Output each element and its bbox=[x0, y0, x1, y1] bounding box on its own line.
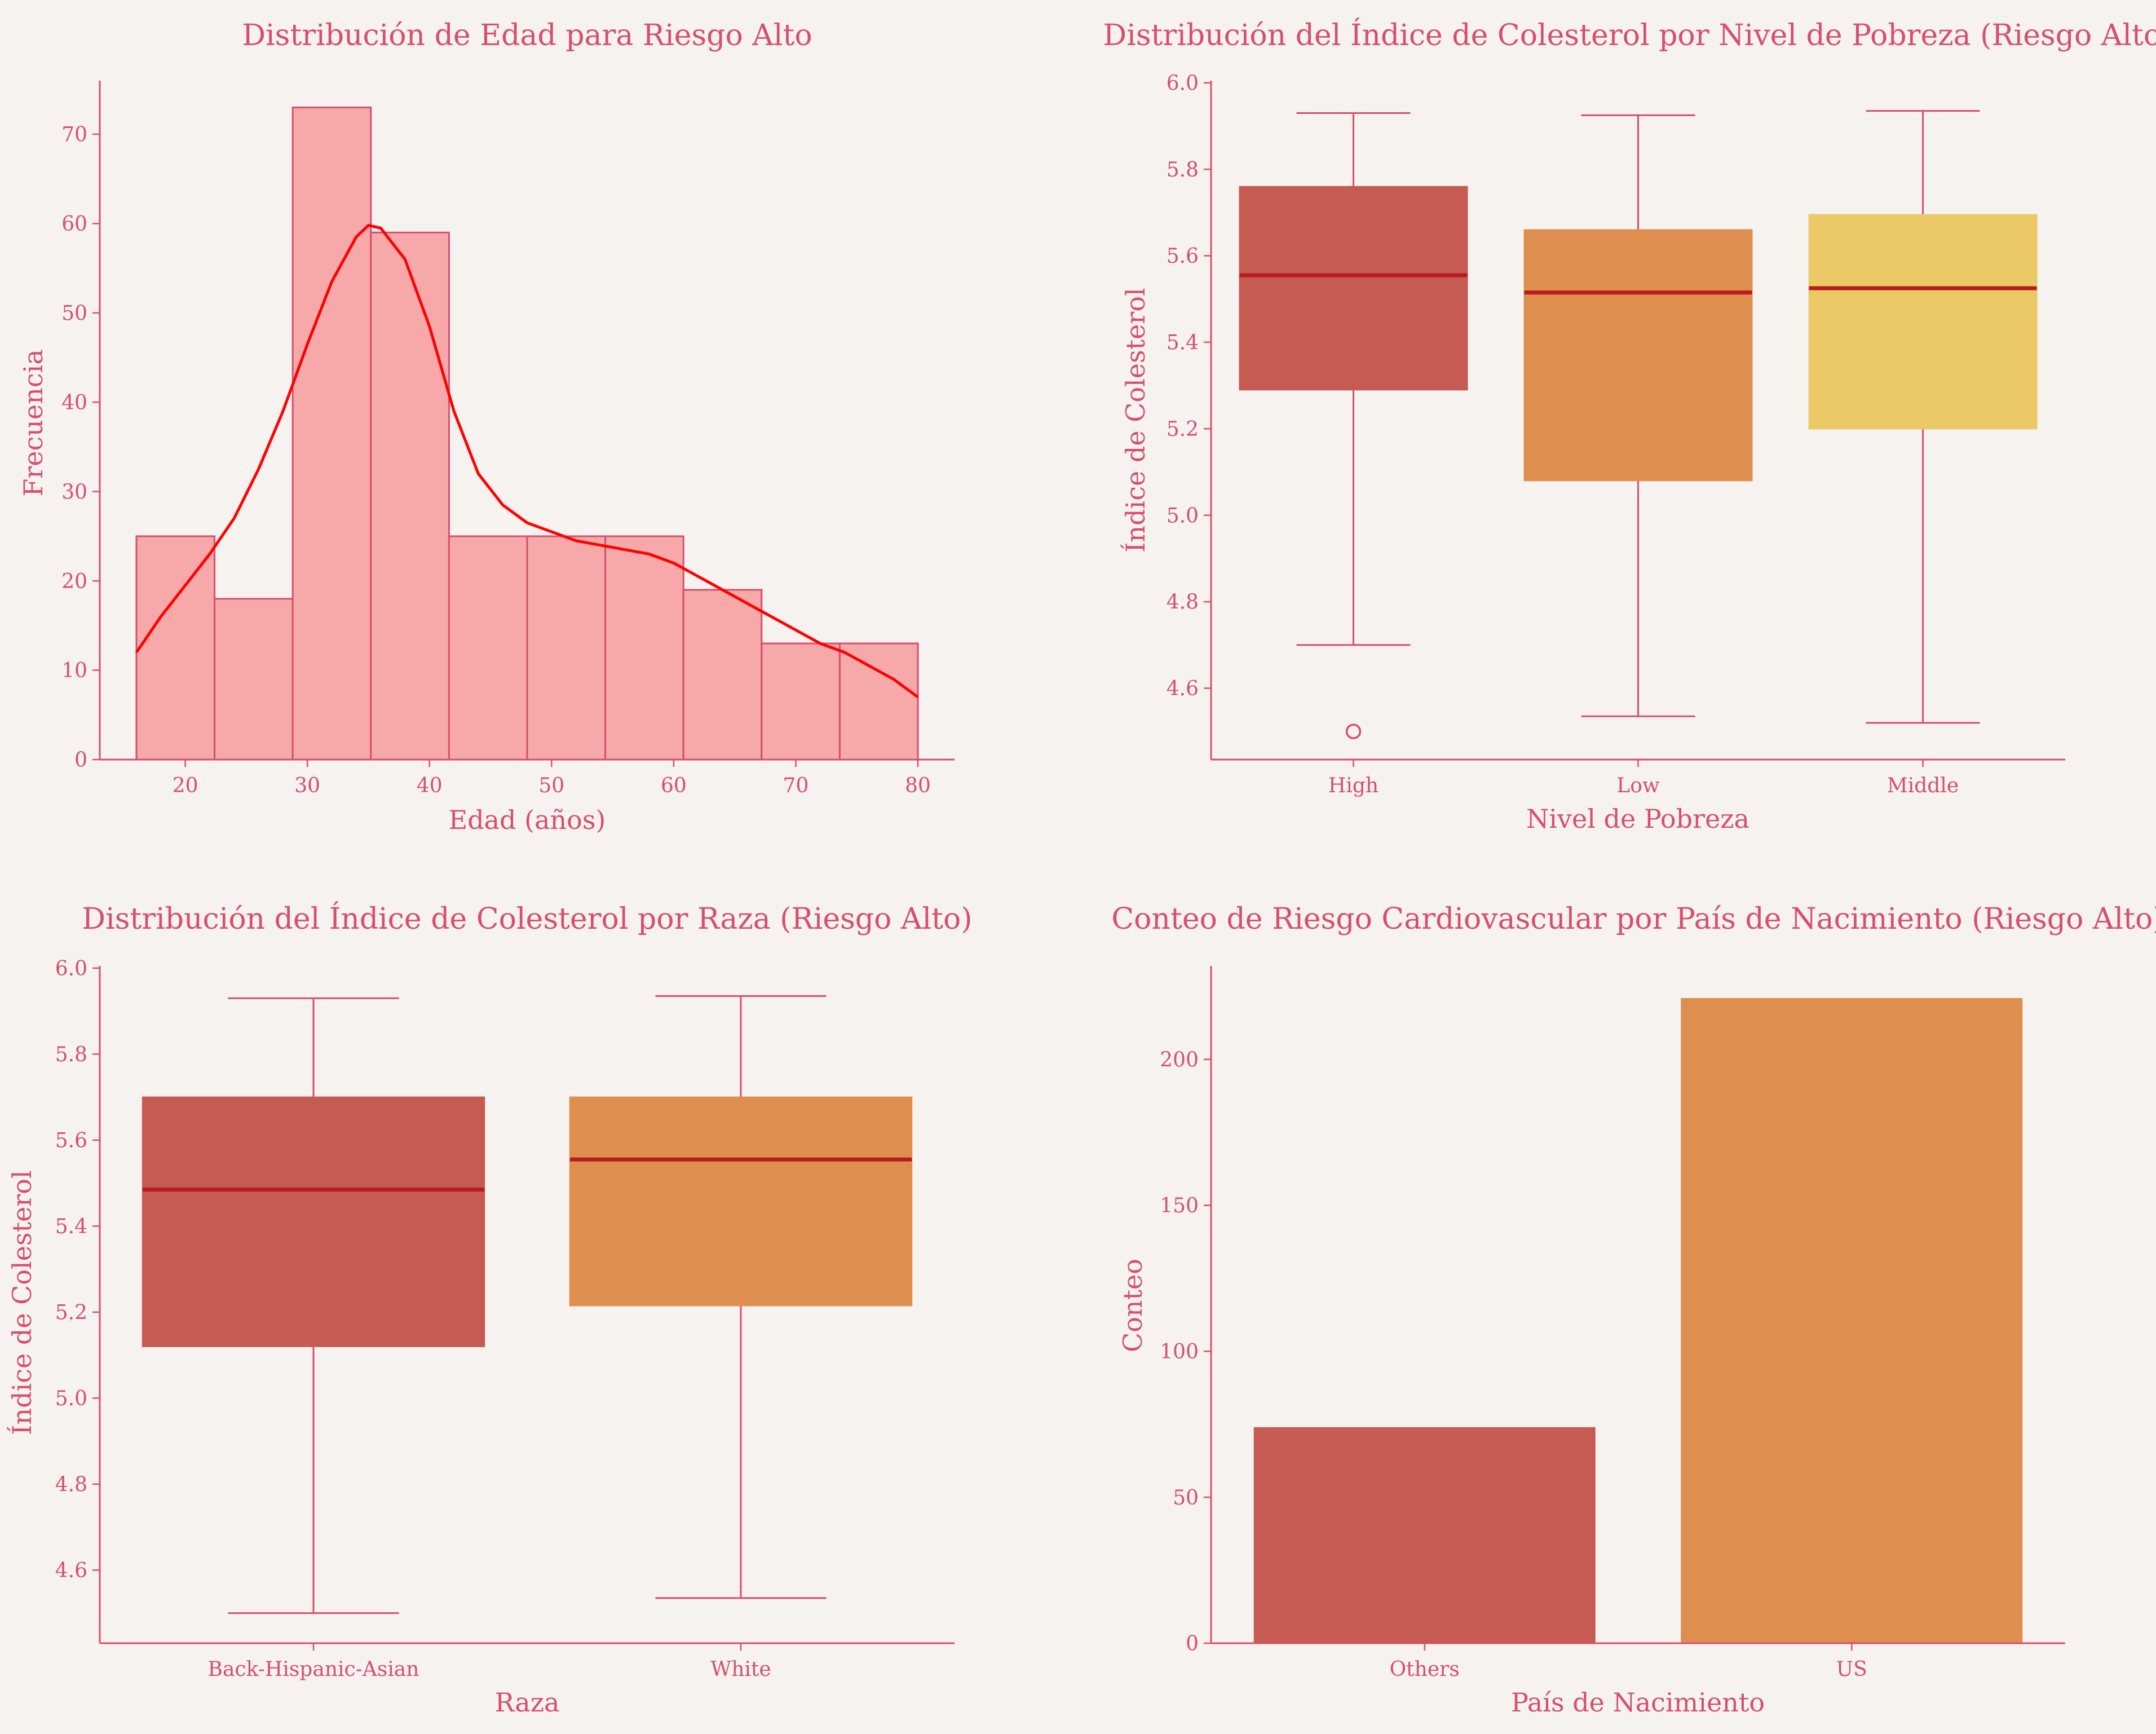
histogram-bar bbox=[761, 642, 841, 761]
race-boxplot-ylabel: Índice de Colesterol bbox=[6, 1170, 37, 1435]
age-histogram-xtick-label: 80 bbox=[905, 774, 931, 797]
country-barchart-title: Conteo de Riesgo Cardiovascular por País… bbox=[1111, 902, 2156, 936]
age-histogram-ytick-label: 70 bbox=[61, 123, 87, 147]
age-histogram-xlabel: Edad (años) bbox=[449, 805, 606, 835]
poverty-boxplot-box bbox=[1808, 214, 2038, 430]
country-barchart-ytick-label: 100 bbox=[1160, 1340, 1199, 1364]
age-histogram-xtick-label: 40 bbox=[417, 774, 443, 797]
age-histogram-ytick-label: 10 bbox=[61, 659, 87, 682]
age-histogram-title: Distribución de Edad para Riesgo Alto bbox=[242, 19, 812, 52]
histogram-bar bbox=[604, 535, 684, 761]
race-boxplot-ytick-label: 4.8 bbox=[55, 1473, 87, 1496]
histogram-bar bbox=[135, 535, 216, 761]
histogram-bar bbox=[214, 598, 294, 761]
age-histogram-ytick-label: 40 bbox=[61, 391, 87, 414]
age-histogram-xtick-label: 30 bbox=[294, 774, 320, 797]
kde-curve bbox=[135, 224, 919, 699]
poverty-boxplot-panel: Distribución del Índice de Colesterol po… bbox=[1103, 17, 2156, 834]
poverty-boxplot-ytick-label: 5.6 bbox=[1167, 245, 1199, 268]
age-histogram-ytick-label: 0 bbox=[74, 749, 87, 772]
country-barchart-xtick-label: US bbox=[1836, 1658, 1867, 1681]
age-histogram-xtick-label: 60 bbox=[661, 774, 687, 797]
country-barchart-xtick-label: Others bbox=[1390, 1658, 1460, 1681]
age-histogram-ylabel: Frecuencia bbox=[18, 349, 48, 496]
poverty-boxplot-ylabel: Índice de Colesterol bbox=[1120, 288, 1151, 552]
histogram-bar bbox=[526, 535, 607, 761]
histogram-bar bbox=[448, 535, 528, 761]
poverty-boxplot-ytick-label: 5.0 bbox=[1167, 504, 1199, 527]
age-histogram-ytick-label: 60 bbox=[61, 213, 87, 236]
poverty-boxplot-ytick-label: 5.2 bbox=[1167, 418, 1199, 441]
country-barchart-ylabel: Conteo bbox=[1117, 1259, 1148, 1352]
histogram-bar bbox=[838, 642, 919, 761]
race-boxplot-box bbox=[142, 1096, 485, 1347]
race-boxplot-ytick-label: 5.2 bbox=[55, 1301, 87, 1324]
race-boxplot-ytick-label: 5.8 bbox=[55, 1043, 87, 1066]
poverty-boxplot-box bbox=[1239, 186, 1468, 391]
country-barchart-ytick-label: 150 bbox=[1160, 1194, 1199, 1217]
country-barchart-panel: Conteo de Riesgo Cardiovascular por País… bbox=[1111, 902, 2156, 1718]
race-boxplot-xlabel: Raza bbox=[495, 1687, 560, 1718]
histogram-bar bbox=[291, 107, 372, 761]
country-barchart-ytick-label: 50 bbox=[1173, 1486, 1199, 1510]
histogram-bar bbox=[682, 589, 763, 761]
race-boxplot-box bbox=[569, 1096, 913, 1307]
race-boxplot-ytick-label: 4.6 bbox=[55, 1559, 87, 1582]
poverty-boxplot-xtick-label: Low bbox=[1616, 774, 1660, 797]
poverty-boxplot-xlabel: Nivel de Pobreza bbox=[1526, 804, 1749, 834]
poverty-boxplot-ytick-label: 5.4 bbox=[1167, 332, 1199, 355]
race-boxplot-panel: Distribución del Índice de Colesterol po… bbox=[6, 901, 973, 1718]
country-barchart-xlabel: País de Nacimiento bbox=[1511, 1687, 1765, 1718]
race-boxplot-ytick-label: 5.4 bbox=[55, 1215, 87, 1238]
race-boxplot-xtick-label: Back-Hispanic-Asian bbox=[208, 1658, 419, 1681]
age-histogram-xtick-label: 20 bbox=[173, 774, 198, 797]
poverty-boxplot-ytick-label: 4.6 bbox=[1167, 677, 1199, 700]
poverty-boxplot-xtick-label: High bbox=[1328, 774, 1379, 797]
race-boxplot-ytick-label: 6.0 bbox=[55, 957, 87, 980]
race-boxplot-title: Distribución del Índice de Colesterol po… bbox=[82, 901, 972, 936]
poverty-boxplot-ytick-label: 6.0 bbox=[1167, 72, 1199, 95]
poverty-boxplot-ytick-label: 5.8 bbox=[1167, 158, 1199, 182]
age-histogram-xtick-label: 70 bbox=[783, 774, 809, 797]
country-barchart-ytick-label: 200 bbox=[1160, 1048, 1199, 1071]
country-barchart-ytick-label: 0 bbox=[1186, 1632, 1199, 1656]
poverty-boxplot-box bbox=[1523, 229, 1753, 482]
country-bar bbox=[1253, 1427, 1596, 1643]
histogram-bar bbox=[370, 231, 450, 761]
race-boxplot-ytick-label: 5.6 bbox=[55, 1129, 87, 1152]
race-boxplot-xtick-label: White bbox=[710, 1658, 771, 1681]
age-histogram-xtick-label: 50 bbox=[538, 774, 564, 797]
poverty-boxplot-xtick-label: Middle bbox=[1887, 774, 1959, 797]
age-histogram-ytick-label: 20 bbox=[61, 570, 87, 593]
age-histogram-panel: Distribución de Edad para Riesgo Alto Ed… bbox=[18, 19, 955, 835]
age-histogram-ytick-label: 30 bbox=[61, 480, 87, 504]
country-bar bbox=[1681, 998, 2023, 1643]
age-histogram-ytick-label: 50 bbox=[61, 302, 87, 325]
poverty-boxplot-outlier-point bbox=[1345, 723, 1362, 739]
poverty-boxplot-ytick-label: 4.8 bbox=[1167, 591, 1199, 614]
race-boxplot-ytick-label: 5.0 bbox=[55, 1387, 87, 1410]
poverty-boxplot-title: Distribución del Índice de Colesterol po… bbox=[1103, 17, 2156, 52]
